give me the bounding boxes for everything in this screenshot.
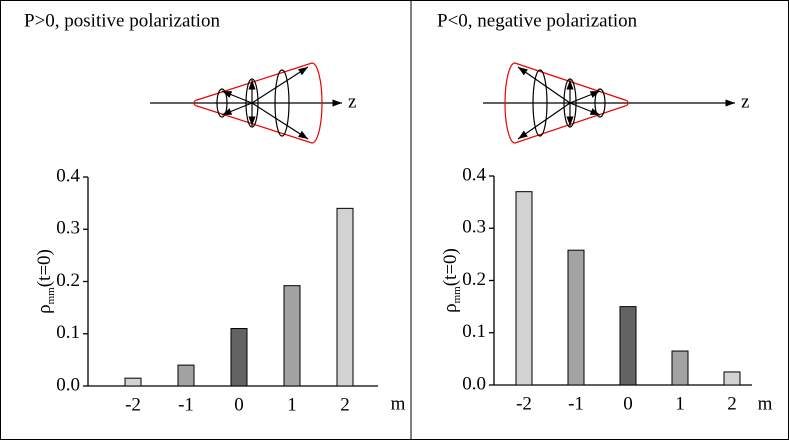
y-tick-label: 0.0	[462, 373, 486, 394]
y-tick-label: 0.3	[56, 218, 80, 239]
bar	[230, 328, 248, 387]
y-label-subscript: mm	[45, 287, 57, 305]
x-tick-label: 2	[340, 394, 350, 415]
y-label-symbol: ρ	[34, 304, 55, 313]
x-axis-label: m	[391, 393, 406, 414]
cone-diagram	[483, 62, 735, 144]
y-label-subscript: mm	[451, 286, 463, 304]
axis-label: z	[741, 91, 749, 112]
bar	[124, 377, 142, 387]
x-tick-label: -1	[178, 394, 194, 415]
y-tick-label: 0.2	[56, 270, 80, 291]
x-tick-label: 2	[727, 393, 737, 414]
y-tick-label: 0.0	[56, 374, 80, 395]
x-tick-label: 1	[287, 394, 297, 415]
y-label-symbol: ρ	[440, 303, 461, 312]
bar	[671, 350, 689, 386]
y-axis-label: ρmm(t=0)	[34, 249, 56, 314]
x-tick-label: 1	[675, 393, 685, 414]
bar	[283, 285, 301, 387]
x-tick-label: -2	[125, 394, 141, 415]
y-label-rest: (t=0)	[34, 249, 55, 287]
y-tick-label: 0.1	[56, 322, 80, 343]
y-label-rest: (t=0)	[440, 248, 461, 286]
x-tick-label: -2	[516, 393, 532, 414]
y-tick-label: 0.4	[56, 165, 80, 186]
y-tick-label: 0.4	[462, 164, 486, 185]
bar	[723, 371, 741, 386]
panel-title: P>0, positive polarization	[24, 10, 220, 31]
x-tick-label: 0	[623, 393, 633, 414]
panel-title: P<0, negative polarization	[437, 10, 638, 31]
bar	[336, 207, 354, 387]
x-tick-label: 0	[234, 394, 244, 415]
cone-diagram	[150, 62, 342, 144]
bar	[515, 191, 533, 386]
bar	[619, 306, 637, 386]
x-tick-label: -1	[568, 393, 584, 414]
bar	[177, 364, 195, 387]
x-axis-label: m	[758, 393, 773, 414]
y-tick-label: 0.1	[462, 321, 486, 342]
bar	[567, 249, 585, 386]
axis-label: z	[348, 91, 356, 112]
y-axis-label: ρmm(t=0)	[440, 248, 462, 313]
y-tick-label: 0.2	[462, 269, 486, 290]
y-tick-label: 0.3	[462, 217, 486, 238]
